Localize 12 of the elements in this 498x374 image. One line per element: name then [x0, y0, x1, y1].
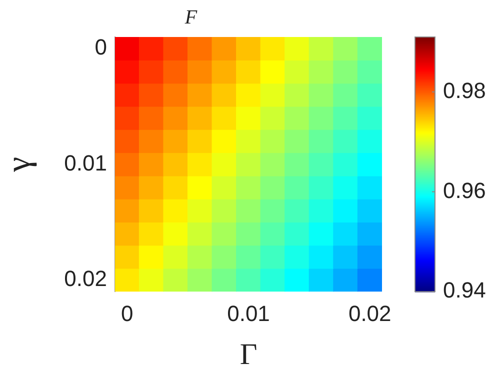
x-tick-label: 0.02: [348, 300, 392, 326]
x-tick-label: 0: [121, 300, 134, 326]
y-tick-label: 0.01: [64, 150, 107, 176]
color-bar-label: 0.96: [443, 178, 486, 203]
color-bar-label: 0.94: [443, 278, 486, 303]
y-tick-label: 0.02: [64, 266, 107, 292]
y-axis-title: γ: [0, 156, 38, 173]
x-tick-label: 0.01: [227, 300, 270, 326]
y-tick-label: 0: [94, 34, 107, 60]
x-axis-title: Γ: [240, 338, 258, 371]
color-bar-label: 0.98: [443, 78, 486, 103]
chart-title: F: [184, 6, 198, 28]
